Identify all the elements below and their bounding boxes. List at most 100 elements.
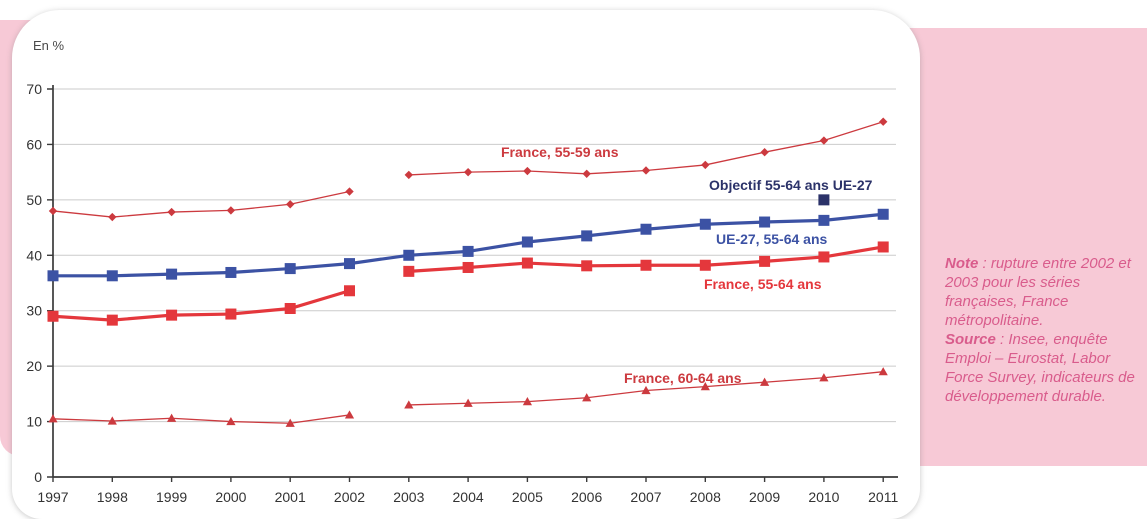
x-tick-label: 2011 [868, 489, 898, 505]
triangle-marker [226, 416, 236, 426]
square-marker [759, 255, 771, 267]
square-marker [106, 270, 118, 282]
square-marker [818, 214, 830, 226]
source-paragraph: Source : Insee, enquête Emploi – Eurosta… [945, 330, 1147, 406]
square-marker [344, 285, 355, 297]
square-marker [47, 270, 59, 282]
x-tick-label: 2004 [453, 489, 484, 505]
square-marker [403, 249, 415, 261]
triangle-marker [167, 413, 177, 422]
note-paragraph: Note : rupture entre 2002 et 2003 pour l… [945, 254, 1147, 330]
series-line [52, 190, 350, 218]
diamond-marker [760, 147, 769, 157]
square-marker [640, 259, 652, 271]
triangle-marker [48, 414, 58, 423]
x-tick-label: 2006 [571, 489, 602, 505]
y-axis-unit-label: En % [33, 38, 65, 53]
series-france-55-64 [47, 241, 889, 326]
x-tick-label: 2001 [275, 489, 306, 505]
square-marker [462, 261, 474, 273]
square-marker [106, 314, 118, 326]
series-france-60-64 [48, 367, 888, 427]
diamond-marker [819, 136, 829, 145]
square-marker [225, 308, 237, 320]
square-marker [818, 251, 830, 263]
x-tick-label: 2000 [215, 489, 246, 505]
square-marker [462, 245, 474, 257]
x-tick-label: 1999 [156, 489, 187, 505]
triangle-marker [878, 367, 888, 376]
triangle-marker [522, 397, 532, 406]
triangle-marker [285, 418, 295, 427]
source-label: Source [945, 331, 996, 348]
square-marker [521, 236, 533, 248]
y-tick-label: 0 [34, 469, 42, 485]
diamond-marker [582, 169, 591, 179]
gridlines [53, 88, 896, 423]
x-tick-label: 2008 [690, 489, 721, 505]
diamond-marker [167, 207, 176, 217]
square-marker [521, 257, 533, 269]
y-tick-label: 60 [26, 136, 42, 152]
x-tick-label: 2005 [512, 489, 543, 505]
square-marker [640, 223, 652, 235]
objective-marker [818, 194, 830, 206]
square-marker [699, 218, 711, 230]
x-tick-label: 1997 [37, 489, 68, 505]
triangle-marker [641, 385, 651, 395]
diamond-marker [108, 212, 117, 222]
diamond-marker [641, 166, 651, 175]
square-marker [225, 266, 237, 278]
y-tick-label: 20 [26, 358, 42, 374]
source-body: : Insee, enquête Emploi – Eurostat, Labo… [945, 331, 1135, 405]
y-tick-label: 10 [26, 414, 42, 430]
square-marker [581, 230, 593, 242]
y-tick-label: 40 [26, 247, 42, 263]
square-marker [581, 260, 593, 272]
series-line [52, 414, 350, 424]
square-marker [403, 265, 415, 277]
chart-svg: 0 10 20 30 40 50 60 70 1997 1998 1999 2000 2001 2002 2… [26, 38, 898, 505]
diamond-marker [879, 117, 888, 126]
square-marker [877, 241, 889, 253]
axes: 0 10 20 30 40 50 60 70 1997 1998 1999 2000 2001 2002 2… [26, 81, 898, 505]
square-marker [284, 302, 296, 314]
diamond-marker [463, 167, 473, 177]
y-tick-label: 70 [26, 81, 42, 97]
x-tick-label: 2007 [630, 489, 661, 505]
triangle-marker [404, 400, 414, 409]
square-marker [699, 259, 711, 271]
triangle-marker [760, 377, 770, 386]
square-marker [759, 216, 771, 228]
square-marker [877, 208, 889, 220]
diamond-marker [226, 206, 236, 215]
series-objective [818, 194, 830, 206]
series-france-55-59 [48, 117, 888, 222]
square-marker [166, 309, 178, 321]
note-text: Note : rupture entre 2002 et 2003 pour l… [945, 254, 1147, 406]
chart-card: 0 10 20 30 40 50 60 70 1997 1998 1999 2000 2001 2002 2… [12, 10, 920, 519]
series-line [52, 289, 350, 322]
triangle-marker [700, 382, 710, 391]
triangle-marker [344, 410, 355, 419]
x-tick-label: 2010 [808, 489, 839, 505]
y-tick-label: 50 [26, 192, 42, 208]
diamond-marker [345, 187, 354, 196]
triangle-marker [819, 373, 829, 382]
x-tick-label: 2003 [393, 489, 424, 505]
diamond-marker [523, 166, 532, 176]
x-tick-label: 2002 [334, 489, 365, 505]
diamond-marker [286, 200, 295, 209]
triangle-marker [463, 398, 473, 407]
square-marker [166, 268, 178, 280]
x-tick-label: 2009 [749, 489, 780, 505]
x-tick-label: 1998 [97, 489, 128, 505]
square-marker [47, 310, 59, 322]
note-panel: Note : rupture entre 2002 et 2003 pour l… [895, 28, 1147, 466]
square-marker [344, 258, 355, 270]
series-ue27-55-64 [47, 208, 889, 282]
y-tick-label: 30 [26, 303, 42, 319]
note-body: : rupture entre 2002 et 2003 pour les sé… [945, 255, 1131, 329]
triangle-marker [582, 393, 592, 402]
